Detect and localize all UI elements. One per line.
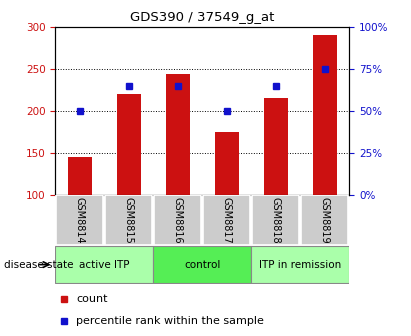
Text: count: count bbox=[76, 294, 108, 304]
Bar bbox=[117, 94, 141, 195]
Bar bbox=[154, 195, 201, 245]
Bar bbox=[68, 157, 92, 195]
Bar bbox=[55, 246, 153, 283]
Bar bbox=[153, 246, 252, 283]
Text: GSM8819: GSM8819 bbox=[320, 197, 330, 243]
Bar bbox=[301, 195, 349, 245]
Bar bbox=[105, 195, 152, 245]
Title: GDS390 / 37549_g_at: GDS390 / 37549_g_at bbox=[130, 11, 275, 24]
Bar bbox=[215, 132, 239, 195]
Bar bbox=[252, 246, 349, 283]
Bar bbox=[263, 98, 288, 195]
Text: ITP in remission: ITP in remission bbox=[259, 260, 342, 269]
Bar bbox=[166, 74, 190, 195]
Text: GSM8815: GSM8815 bbox=[124, 197, 134, 244]
Text: GSM8816: GSM8816 bbox=[173, 197, 183, 243]
Bar bbox=[56, 195, 104, 245]
Bar bbox=[313, 35, 337, 195]
Bar bbox=[252, 195, 299, 245]
Text: disease state: disease state bbox=[4, 260, 74, 269]
Text: control: control bbox=[184, 260, 221, 269]
Text: percentile rank within the sample: percentile rank within the sample bbox=[76, 316, 264, 326]
Text: GSM8818: GSM8818 bbox=[271, 197, 281, 243]
Text: GSM8814: GSM8814 bbox=[75, 197, 85, 243]
Bar bbox=[203, 195, 250, 245]
Text: active ITP: active ITP bbox=[79, 260, 130, 269]
Text: GSM8817: GSM8817 bbox=[222, 197, 232, 244]
